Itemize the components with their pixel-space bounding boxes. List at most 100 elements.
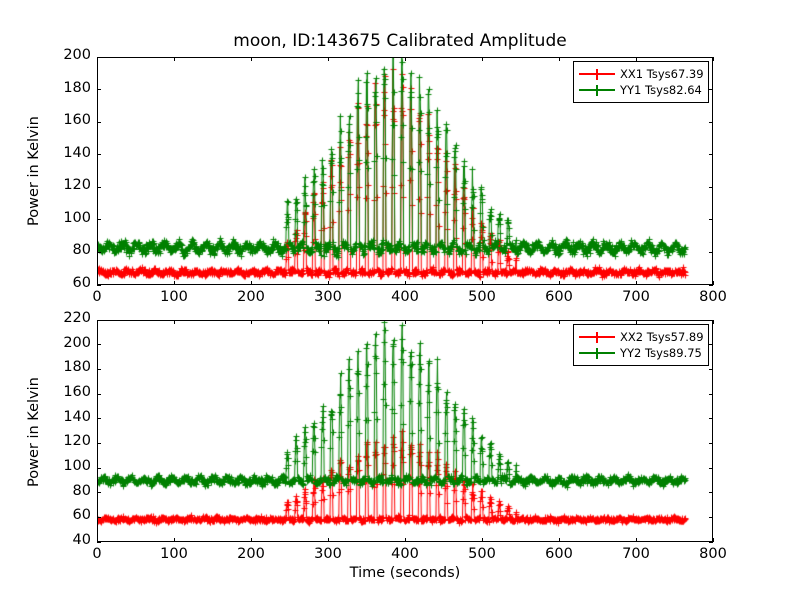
x-axis-tick-label: 500 — [468, 289, 496, 305]
x-axis-tick-label: 600 — [545, 289, 573, 305]
y-axis-tick-mark — [709, 219, 713, 221]
x-axis-tick-mark — [173, 320, 175, 324]
x-axis-tick-mark — [635, 538, 637, 542]
y-axis-tick-label: 160 — [63, 384, 91, 400]
legend-marker-plus-icon — [579, 67, 615, 81]
bottom-panel-legend: XX2 Tsys57.89 YY2 Tsys89.75 — [573, 324, 709, 366]
y-axis-tick-mark — [709, 319, 713, 321]
y-axis-tick-mark — [709, 251, 713, 253]
x-axis-tick-mark — [481, 281, 483, 285]
x-axis-tick-mark — [404, 281, 406, 285]
x-axis-tick-mark — [635, 57, 637, 61]
y-axis-tick-mark — [709, 89, 713, 91]
x-axis-tick-label: 100 — [160, 289, 188, 305]
y-axis-tick-mark — [709, 186, 713, 188]
x-axis-tick-label: 500 — [468, 546, 496, 562]
y-axis-tick-label: 200 — [63, 47, 91, 63]
y-axis-tick-label: 60 — [72, 507, 91, 524]
x-axis-tick-mark — [327, 57, 329, 61]
y-axis-tick-label: 40 — [72, 532, 91, 548]
y-axis-tick-mark — [97, 89, 101, 91]
x-axis-tick-mark — [404, 320, 406, 324]
x-axis-tick-mark — [635, 320, 637, 324]
y-axis-tick-label: 120 — [63, 177, 91, 194]
x-axis-tick-mark — [404, 538, 406, 542]
legend-item-xx1: XX1 Tsys67.39 — [579, 66, 704, 82]
y-axis-tick-mark — [97, 442, 101, 444]
x-axis-tick-label: 100 — [160, 546, 188, 562]
legend-item-yy2: YY2 Tsys89.75 — [579, 345, 702, 361]
y-axis-tick-label: 180 — [63, 359, 91, 376]
y-axis-tick-label: 200 — [63, 334, 91, 351]
x-axis-tick-mark — [404, 57, 406, 61]
y-axis-tick-mark — [97, 393, 101, 395]
y-axis-tick-mark — [709, 516, 713, 518]
y-axis-tick-mark — [97, 368, 101, 370]
y-axis-tick-mark — [97, 219, 101, 221]
y-axis-tick-label: 180 — [63, 79, 91, 96]
x-axis-tick-mark — [558, 538, 560, 542]
y-axis-tick-label: 100 — [63, 209, 91, 226]
y-axis-tick-mark — [97, 467, 101, 469]
x-axis-tick-mark — [250, 281, 252, 285]
x-axis-tick-mark — [173, 538, 175, 542]
x-axis-tick-mark — [558, 320, 560, 324]
y-axis-tick-label: 60 — [72, 275, 91, 291]
y-axis-tick-mark — [97, 56, 101, 58]
x-axis-tick-mark — [96, 281, 98, 285]
y-axis-tick-label: 140 — [63, 144, 91, 161]
x-axis-tick-mark — [481, 538, 483, 542]
chart-title: moon, ID:143675 Calibrated Amplitude — [233, 31, 567, 51]
top-panel-ylabel: Power in Kelvin — [26, 116, 42, 226]
x-axis-tick-label: 800 — [699, 546, 727, 562]
x-axis-tick-label: 200 — [237, 289, 265, 305]
y-axis-tick-mark — [709, 541, 713, 543]
y-axis-tick-mark — [709, 418, 713, 420]
x-axis-tick-label: 0 — [92, 546, 102, 562]
x-axis-tick-mark — [712, 320, 714, 324]
legend-marker-plus-icon — [579, 83, 615, 97]
x-axis-tick-label: 300 — [314, 289, 342, 305]
y-axis-tick-mark — [709, 121, 713, 123]
y-axis-tick-mark — [97, 121, 101, 123]
y-axis-tick-mark — [97, 251, 101, 253]
y-axis-tick-mark — [709, 492, 713, 494]
legend-item-xx2: XX2 Tsys57.89 — [579, 329, 704, 345]
y-axis-tick-mark — [709, 154, 713, 156]
legend-marker-plus-icon — [579, 330, 615, 344]
y-axis-tick-mark — [709, 442, 713, 444]
x-axis-tick-label: 700 — [622, 289, 650, 305]
top-panel-legend: XX1 Tsys67.39 YY1 Tsys82.64 — [573, 61, 709, 103]
legend-label-xx1: XX1 Tsys67.39 — [620, 67, 704, 81]
x-axis-tick-mark — [327, 538, 329, 542]
y-axis-tick-label: 160 — [63, 112, 91, 129]
x-axis-tick-mark — [712, 57, 714, 61]
x-axis-tick-mark — [96, 320, 98, 324]
x-axis-tick-label: 800 — [699, 289, 727, 305]
y-axis-tick-mark — [97, 284, 101, 286]
legend-label-yy2: YY2 Tsys89.75 — [620, 346, 702, 360]
x-axis-tick-mark — [635, 281, 637, 285]
y-axis-tick-mark — [97, 492, 101, 494]
x-axis-tick-label: 0 — [92, 289, 102, 305]
legend-label-xx2: XX2 Tsys57.89 — [620, 330, 704, 344]
x-axis-tick-mark — [712, 538, 714, 542]
y-axis-tick-mark — [97, 344, 101, 346]
x-axis-tick-mark — [327, 320, 329, 324]
y-axis-tick-mark — [97, 516, 101, 518]
legend-marker-plus-icon — [579, 346, 615, 360]
y-axis-tick-mark — [97, 186, 101, 188]
x-axis-tick-label: 400 — [391, 546, 419, 562]
x-axis-tick-mark — [96, 538, 98, 542]
x-axis-tick-label: 700 — [622, 546, 650, 562]
x-axis-tick-mark — [712, 281, 714, 285]
x-axis-tick-mark — [558, 57, 560, 61]
x-axis-tick-mark — [558, 281, 560, 285]
x-axis-tick-mark — [250, 320, 252, 324]
x-axis-tick-label: 200 — [237, 546, 265, 562]
y-axis-tick-label: 80 — [72, 482, 91, 499]
y-axis-tick-label: 120 — [63, 433, 91, 450]
x-axis-tick-label: 300 — [314, 546, 342, 562]
y-axis-tick-mark — [97, 418, 101, 420]
x-axis-tick-mark — [96, 57, 98, 61]
